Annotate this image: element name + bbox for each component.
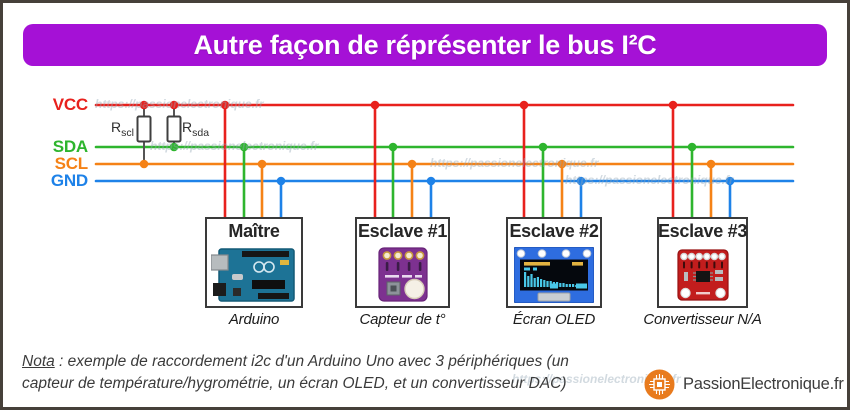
device-drop-wires <box>223 105 732 219</box>
bus-label-sda: SDA <box>52 137 88 156</box>
device-title: Esclave #2 <box>509 221 599 241</box>
chip-icon <box>644 369 675 400</box>
page-title: Autre façon de réprésenter le bus I²C <box>193 29 657 60</box>
brand-logo: PassionElectronique.fr <box>644 369 844 400</box>
device-caption: Écran OLED <box>512 311 596 328</box>
bus-label-vcc: VCC <box>52 95 88 114</box>
temperature-sensor-image <box>376 243 430 306</box>
brand-name: PassionElectronique.fr <box>683 375 844 393</box>
bus-label-gnd: GND <box>50 171 88 190</box>
oled-display-image <box>514 243 594 306</box>
title-banner: Autre façon de réprésenter le bus I²C <box>23 24 827 66</box>
device-box-master: Maître <box>205 217 303 308</box>
device-caption: Arduino <box>228 311 280 328</box>
nota-text: Nota : exemple de raccordement i2c d'un … <box>22 353 569 392</box>
device-box-slave2: Esclave #2 <box>506 217 602 308</box>
pullup-resistor-rsda <box>166 105 182 147</box>
bus-label-scl: SCL <box>54 154 89 173</box>
device-box-slave1: Esclave #1 <box>355 217 450 308</box>
resistor-label-rscl: Rscl <box>111 119 134 139</box>
device-box-slave3: Esclave #3 <box>657 217 748 308</box>
dac-board-image <box>676 243 730 306</box>
nota-label: Nota <box>22 353 55 370</box>
device-caption: Capteur de t° <box>359 311 446 328</box>
pullup-resistor-rscl <box>136 105 152 164</box>
device-caption: Convertisseur N/A <box>643 311 762 328</box>
junction-dots <box>139 100 735 186</box>
device-title: Maître <box>228 221 280 241</box>
resistor-label-rsda: Rsda <box>182 119 210 139</box>
arduino-board-image <box>211 243 297 306</box>
device-title: Esclave #1 <box>357 221 448 241</box>
device-title: Esclave #3 <box>657 221 748 241</box>
